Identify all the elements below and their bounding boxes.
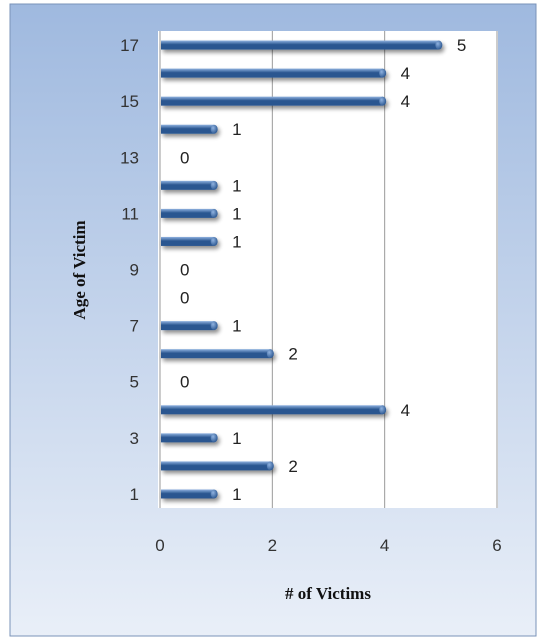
bar bbox=[161, 124, 218, 134]
x-tick-label: 4 bbox=[380, 536, 389, 555]
bar-body bbox=[161, 96, 383, 106]
x-axis-title: # of Victims bbox=[285, 584, 371, 603]
bar-cap bbox=[379, 68, 387, 78]
bar bbox=[161, 180, 218, 190]
y-axis-title: Age of Victim bbox=[70, 220, 89, 319]
y-tick-label: 11 bbox=[121, 204, 139, 223]
bars bbox=[161, 40, 443, 499]
gridlines bbox=[159, 31, 498, 508]
bar-body bbox=[161, 124, 215, 134]
bar-body bbox=[161, 40, 439, 50]
data-label: 4 bbox=[401, 401, 410, 420]
data-label: 2 bbox=[288, 457, 297, 476]
bar-body bbox=[161, 461, 271, 471]
x-axis-ticks: 0 2 4 6 bbox=[155, 536, 501, 555]
bar-cap bbox=[210, 236, 218, 246]
data-label: 1 bbox=[232, 204, 241, 223]
data-label: 1 bbox=[232, 429, 241, 448]
data-label: 0 bbox=[180, 289, 189, 308]
bar bbox=[161, 433, 218, 443]
bar-cap bbox=[210, 489, 218, 499]
bar-body bbox=[161, 433, 215, 443]
bar-body bbox=[161, 236, 215, 246]
bar-cap bbox=[266, 349, 274, 359]
x-tick-label: 0 bbox=[155, 536, 164, 555]
data-label: 2 bbox=[288, 345, 297, 364]
bar-cap bbox=[435, 40, 443, 50]
bar-body bbox=[161, 489, 215, 499]
y-tick-label: 7 bbox=[130, 317, 139, 336]
y-tick-label: 9 bbox=[130, 261, 139, 280]
bar-cap bbox=[210, 321, 218, 331]
data-label: 1 bbox=[232, 120, 241, 139]
x-tick-label: 2 bbox=[268, 536, 277, 555]
data-label: 0 bbox=[180, 148, 189, 167]
bar bbox=[161, 349, 274, 359]
data-label: 5 bbox=[457, 36, 466, 55]
data-label: 4 bbox=[401, 64, 410, 83]
bar-cap bbox=[379, 405, 387, 415]
bar-cap bbox=[210, 433, 218, 443]
bar-cap bbox=[210, 208, 218, 218]
y-tick-label: 13 bbox=[120, 148, 139, 167]
x-tick-label: 6 bbox=[492, 536, 501, 555]
bar-body bbox=[161, 208, 215, 218]
bar bbox=[161, 96, 387, 106]
data-label: 1 bbox=[232, 176, 241, 195]
bar bbox=[161, 321, 218, 331]
data-label: 1 bbox=[232, 232, 241, 251]
bar-body bbox=[161, 68, 383, 78]
bar bbox=[161, 489, 218, 499]
data-label: 0 bbox=[180, 373, 189, 392]
bar bbox=[161, 40, 443, 50]
y-tick-label: 15 bbox=[120, 92, 139, 111]
bar-cap bbox=[379, 96, 387, 106]
bar bbox=[161, 461, 274, 471]
data-label: 4 bbox=[401, 92, 410, 111]
bar bbox=[161, 236, 218, 246]
bar-cap bbox=[210, 180, 218, 190]
bar bbox=[161, 208, 218, 218]
bar-body bbox=[161, 349, 271, 359]
bar-body bbox=[161, 180, 215, 190]
bar-cap bbox=[210, 124, 218, 134]
y-tick-label: 5 bbox=[130, 373, 139, 392]
y-tick-label: 3 bbox=[130, 429, 139, 448]
data-label: 0 bbox=[180, 261, 189, 280]
data-label: 1 bbox=[232, 317, 241, 336]
plot-area bbox=[158, 31, 498, 508]
bar-cap bbox=[266, 461, 274, 471]
data-label: 1 bbox=[232, 485, 241, 504]
bar-body bbox=[161, 321, 215, 331]
y-tick-label: 17 bbox=[120, 36, 139, 55]
bar-body bbox=[161, 405, 383, 415]
y-tick-label: 1 bbox=[130, 485, 139, 504]
bar bbox=[161, 405, 387, 415]
data-labels: 1 2 1 4 0 2 1 0 0 1 1 1 0 1 4 4 5 bbox=[180, 36, 466, 504]
bar bbox=[161, 68, 387, 78]
